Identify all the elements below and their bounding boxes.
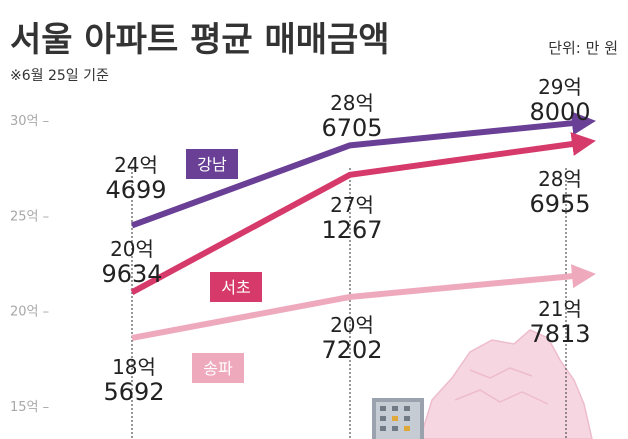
series-badge-seocho: 서초: [210, 272, 262, 302]
data-labels: 24억469928억670529억800020억963427억126728억69…: [101, 75, 590, 406]
series-badge-bg: [192, 353, 244, 383]
y-tick-label: 25억 –: [10, 209, 49, 224]
unit-label: 단위: 만 원: [548, 39, 618, 57]
data-label-eok: 29억: [538, 75, 582, 99]
y-axis-ticks: 15억 – 20억 – 25억 – 30억 –: [10, 114, 49, 415]
data-label-man: 5692: [103, 378, 164, 406]
series-line-gangnam: [130, 111, 596, 229]
data-label-man: 7202: [321, 336, 382, 364]
data-label-man: 4699: [105, 176, 166, 204]
data-label-eok: 28억: [330, 91, 374, 115]
data-label-man: 1267: [321, 216, 382, 244]
series-badge-bg: [186, 149, 238, 179]
data-label-man: 6955: [529, 190, 590, 218]
seoul-map-illustration: [419, 329, 593, 439]
data-label-man: 7813: [529, 320, 590, 348]
data-label-eok: 18억: [112, 355, 156, 379]
data-label-eok: 20억: [330, 313, 374, 337]
data-label-eok: 20억: [110, 237, 154, 261]
y-tick-label: 30억 –: [10, 114, 49, 129]
series-name: 강남: [197, 155, 227, 174]
series-badge-gangnam: 강남: [186, 149, 238, 179]
data-label-man: 9634: [101, 260, 162, 288]
apartment-building-icon: [372, 398, 424, 439]
series-line-songpa: [131, 264, 596, 341]
data-label-eok: 27억: [330, 193, 374, 217]
series-line-seocho: [130, 132, 596, 295]
vertical-gridlines: [131, 168, 567, 439]
series-lines: [130, 111, 596, 341]
data-label-man: 8000: [529, 98, 590, 126]
y-tick-label: 15억 –: [10, 400, 49, 415]
y-tick-label: 20억 –: [10, 305, 49, 320]
series-badge-bg: [210, 272, 262, 302]
chart-title: 서울 아파트 평균 매매금액: [10, 20, 390, 60]
data-label-eok: 24억: [114, 153, 158, 177]
data-label-eok: 21억: [538, 297, 582, 321]
data-label-eok: 28억: [538, 167, 582, 191]
series-badge-songpa: 송파: [192, 353, 244, 383]
data-label-man: 6705: [321, 114, 382, 142]
series-name: 송파: [203, 359, 233, 378]
base-date-note: ※6월 25일 기준: [10, 68, 109, 84]
series-name: 서초: [221, 278, 250, 297]
